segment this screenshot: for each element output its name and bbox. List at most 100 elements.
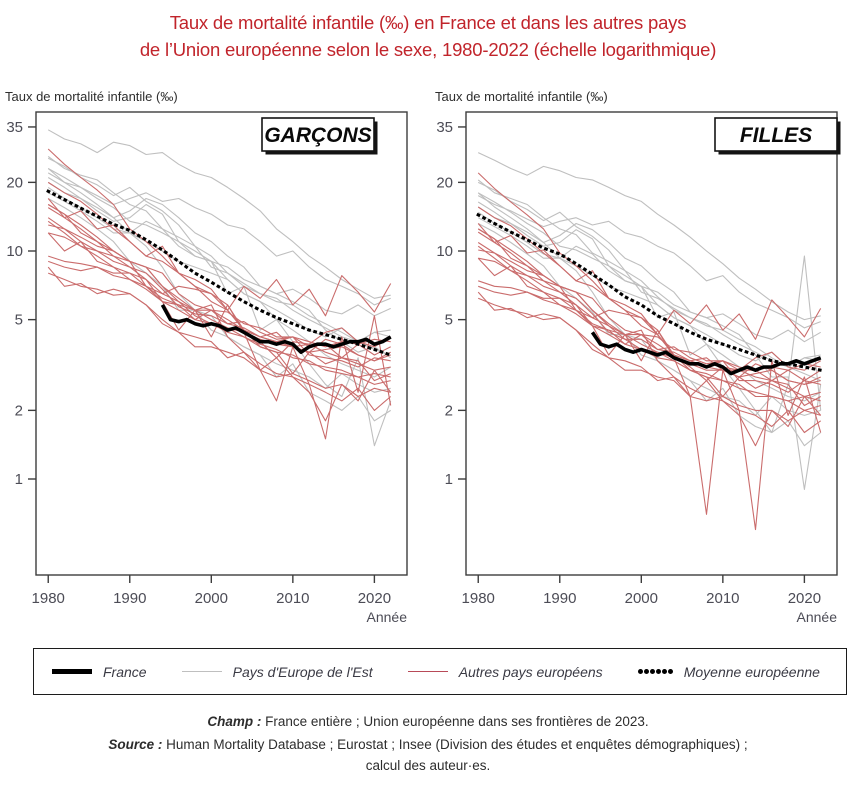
series-west-group xyxy=(47,148,392,440)
panel-label: GARÇONS xyxy=(264,124,371,147)
y-tick-label: 35 xyxy=(6,119,23,136)
west-country-line xyxy=(477,228,821,411)
panel-label-box xyxy=(261,117,375,152)
source-text-line2: calcul des auteur·es. xyxy=(365,758,491,773)
west-country-line xyxy=(477,172,821,407)
mean-dot xyxy=(649,669,655,674)
mean-europe-line xyxy=(46,189,393,357)
plot-frame xyxy=(465,111,838,576)
notes: Champ : France entière ; Union européenn… xyxy=(0,711,856,776)
plot-frame xyxy=(35,111,408,576)
legend-item-east: Pays d'Europe de l'Est xyxy=(181,663,373,680)
y-tick-label: 20 xyxy=(436,174,453,191)
champ-note: Champ : France entière ; Union européenn… xyxy=(0,711,856,732)
east-country-line xyxy=(477,152,821,321)
west-country-line xyxy=(48,260,391,362)
x-axis: 1980 1990 2000 2010 2020 xyxy=(462,575,821,607)
mean-dot xyxy=(667,669,673,674)
y-tick-label: 5 xyxy=(15,312,23,329)
west-country-line xyxy=(477,297,821,422)
west-line-swatch xyxy=(407,670,448,673)
y-axis-title: Taux de mortalité infantile (‰) xyxy=(435,89,608,104)
legend-label-mean: Moyenne européenne xyxy=(683,663,820,680)
west-country-line xyxy=(47,217,391,378)
east-country-line xyxy=(477,223,822,447)
east-country-line xyxy=(47,198,391,422)
france-line xyxy=(590,331,822,376)
legend-label-west: Autres pays européens xyxy=(458,663,603,680)
y-tick-label: 1 xyxy=(445,471,453,488)
source-text-line1: Human Mortality Database ; Eurostat ; In… xyxy=(162,737,748,752)
east-country-line xyxy=(47,168,391,317)
charts-row: 35 20 10 5 2 1 1980 1990 2000 2010 2020 Taux de mor… xyxy=(0,87,856,632)
east-country-line xyxy=(47,129,391,299)
x-tick-label: 1990 xyxy=(543,590,576,607)
y-tick-label: 35 xyxy=(436,119,453,136)
figure-title-line2: de l’Union européenne selon le sexe, 198… xyxy=(139,39,717,60)
mean-line-swatch xyxy=(637,669,673,674)
y-tick-label: 10 xyxy=(6,243,23,260)
x-tick-label: 2000 xyxy=(625,590,658,607)
west-country-line xyxy=(48,232,391,371)
y-tick-label: 2 xyxy=(445,402,453,419)
source-label: Source : xyxy=(108,737,163,752)
series-east-group xyxy=(477,152,822,490)
x-tick-label: 2010 xyxy=(276,590,309,607)
west-country-line xyxy=(47,272,391,398)
source-note: Source : Human Mortality Database ; Euro… xyxy=(0,734,856,776)
series-east-group xyxy=(47,129,392,447)
west-country-line xyxy=(47,204,391,385)
x-tick-label: 2020 xyxy=(788,590,821,607)
west-country-line xyxy=(47,148,391,382)
legend-label-east: Pays d'Europe de l'Est xyxy=(232,663,373,680)
west-country-line xyxy=(48,255,391,348)
y-tick-label: 10 xyxy=(436,243,453,260)
east-country-line xyxy=(47,172,391,306)
east-country-line xyxy=(47,168,391,343)
x-tick-label: 2010 xyxy=(706,590,739,607)
x-tick-label: 2000 xyxy=(195,590,228,607)
legend: France Pays d'Europe de l'Est Autres pays … xyxy=(33,648,847,695)
x-axis-title: Année xyxy=(367,609,408,625)
east-country-line xyxy=(477,192,821,343)
x-tick-label: 2020 xyxy=(358,590,391,607)
east-line-swatch xyxy=(181,670,222,673)
figure-title: Taux de mortalité infantile (‰) en Franc… xyxy=(0,0,856,63)
east-country-line xyxy=(477,192,821,368)
champ-label: Champ : xyxy=(207,714,262,729)
east-country-line xyxy=(47,157,391,343)
x-tick-label: 1980 xyxy=(462,590,495,607)
legend-label-france: France xyxy=(103,663,147,680)
east-country-line xyxy=(477,217,821,416)
figure-title-line1: Taux de mortalité infantile (‰) en Franc… xyxy=(169,12,687,33)
mean-dot xyxy=(637,669,643,674)
y-tick-label: 20 xyxy=(6,174,23,191)
west-country-line xyxy=(478,257,821,398)
mean-europe-line xyxy=(476,212,823,373)
x-axis: 1980 1990 2000 2010 2020 xyxy=(32,575,391,607)
east-country-line xyxy=(477,195,821,329)
y-tick-label: 2 xyxy=(15,402,23,419)
west-country-line xyxy=(477,291,822,434)
france-line xyxy=(160,304,392,354)
west-country-line xyxy=(477,228,822,447)
west-country-line xyxy=(477,242,821,402)
y-axis-title: Taux de mortalité infantile (‰) xyxy=(5,89,178,104)
west-country-line xyxy=(47,204,392,422)
x-tick-label: 1990 xyxy=(113,590,146,607)
france-line-swatch xyxy=(52,669,92,674)
west-country-line xyxy=(47,198,392,317)
legend-item-france: France xyxy=(52,664,147,680)
west-country-line xyxy=(477,223,822,340)
champ-text: France entière ; Union européenne dans s… xyxy=(261,714,649,729)
y-axis: 35 20 10 5 2 1 xyxy=(6,119,36,488)
west-country-line xyxy=(477,257,822,531)
mean-dot xyxy=(643,669,649,674)
y-tick-label: 1 xyxy=(15,471,23,488)
x-axis-title: Année xyxy=(797,609,838,625)
legend-item-mean: Moyenne européenne xyxy=(637,663,820,680)
mean-dot xyxy=(655,669,661,674)
